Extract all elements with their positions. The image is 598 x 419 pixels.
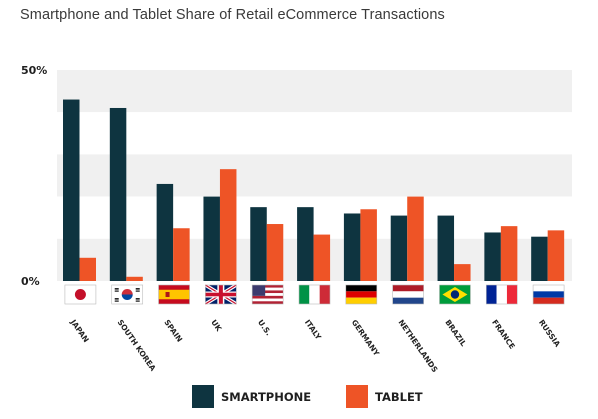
bar-smartphone-south-korea [109, 107, 127, 281]
bar-tablet-germany [360, 209, 377, 281]
legend-label: TABLET [375, 390, 423, 404]
japan-flag-icon [64, 284, 97, 305]
x-tick-label: U.S. [256, 318, 273, 337]
bar-smartphone-netherlands [390, 215, 408, 281]
bar-tablet-u-s [266, 224, 284, 281]
x-tick-label: SOUTH KOREA [116, 318, 158, 373]
x-tick-label: NETHERLANDS [396, 318, 439, 374]
legend-swatch [192, 385, 214, 408]
bar-tablet-netherlands [407, 196, 424, 281]
bar-smartphone-u-s [250, 207, 267, 281]
x-tick-label: SPAIN [162, 318, 184, 344]
bar-tablet-japan [79, 257, 96, 281]
netherlands-flag-icon [392, 284, 424, 305]
bar-tablet-uk [219, 169, 237, 281]
legend-swatch [346, 385, 368, 408]
bar-smartphone-france [484, 232, 501, 281]
x-tick-label: RUSSIA [537, 318, 562, 349]
legend-item-tablet: TABLET [346, 385, 423, 408]
y-tick-label: 50% [21, 64, 47, 77]
bar-tablet-france [500, 226, 518, 281]
grid-band [57, 154, 572, 197]
brazil-flag-icon [439, 284, 471, 305]
bar-smartphone-italy [297, 207, 314, 281]
legend-label: SMARTPHONE [221, 390, 311, 404]
italy-flag-icon [298, 284, 331, 305]
flag-row [64, 283, 565, 306]
x-tick-label: FRANCE [490, 318, 517, 351]
south-korea-flag-icon [111, 284, 144, 305]
us-flag-icon [251, 284, 284, 305]
russia-flag-icon [532, 284, 565, 305]
grid-band [57, 196, 572, 239]
y-tick-label: 0% [21, 275, 40, 288]
bar-smartphone-japan [63, 99, 80, 281]
x-tick-label: UK [209, 318, 224, 334]
legend-item-smartphone: SMARTPHONE [192, 385, 311, 408]
uk-flag-icon [204, 283, 238, 306]
bars [63, 99, 565, 281]
grid-band [57, 112, 572, 155]
spain-flag-icon [158, 284, 190, 305]
bar-tablet-south-korea [126, 276, 143, 281]
bar-tablet-italy [313, 234, 331, 281]
bar-smartphone-germany [343, 213, 361, 281]
grid-band [57, 70, 572, 113]
x-tick-label: ITALY [303, 318, 323, 342]
france-flag-icon [485, 284, 518, 305]
bar-smartphone-uk [203, 196, 220, 281]
bar-tablet-spain [173, 228, 190, 281]
x-tick-label: GERMANY [350, 318, 382, 358]
bar-smartphone-spain [156, 183, 174, 281]
germany-flag-icon [345, 284, 378, 305]
category-labels: JAPAN SOUTH KOREA SPAIN UK U.S. ITALY GERMANY N… [68, 317, 562, 374]
bar-smartphone-russia [531, 236, 548, 281]
legend: SMARTPHONE TABLET [192, 385, 423, 408]
bar-tablet-russia [547, 230, 565, 281]
x-tick-label: JAPAN [68, 317, 91, 344]
bar-tablet-brazil [454, 264, 471, 281]
x-tick-label: BRAZIL [443, 318, 468, 348]
bar-smartphone-brazil [437, 215, 455, 281]
chart-title: Smartphone and Tablet Share of Retail eC… [20, 7, 445, 23]
